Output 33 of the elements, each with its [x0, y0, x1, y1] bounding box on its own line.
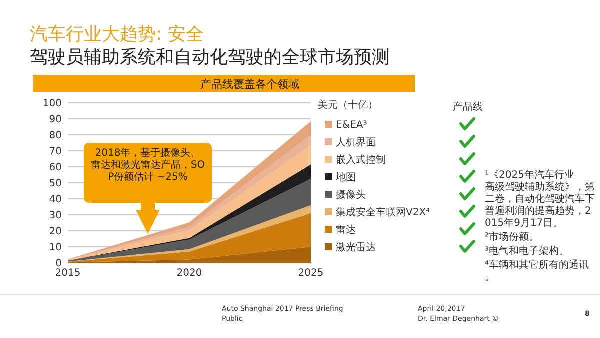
- y-tick-label: 10: [49, 242, 62, 254]
- text: ¹《2025年汽车行业高级驾驶辅助系统》，第二卷，自动化驾驶汽车下普遍利润的提高趋势，2015年9月17日。: [485, 169, 595, 229]
- legend-label: E&EA³: [336, 120, 368, 131]
- text: ³电气和电子架构。: [485, 245, 570, 257]
- y-axis-title: 美元（十亿）: [318, 99, 378, 111]
- y-tick-label: 90: [49, 114, 62, 126]
- annotation: 2018年，基于摄像头、雷达和激光雷达产品，SOP份额估计 ~25%: [90, 147, 206, 183]
- y-tick-label: 60: [49, 162, 62, 174]
- legend-title: 产品线: [453, 101, 483, 113]
- x-tick-label: 2015: [55, 268, 81, 279]
- y-tick-label: 70: [49, 146, 62, 158]
- y-tick-label: 40: [49, 194, 62, 206]
- x-tick-label: 2025: [298, 268, 324, 279]
- legend-label: 激光雷达: [336, 242, 376, 254]
- x-tick-label: 2020: [176, 268, 202, 279]
- legend-label: 雷达: [336, 224, 356, 236]
- chart-title: 汽车行业大趋势: 安全: [30, 24, 204, 45]
- legend-label: 摄像头: [336, 189, 366, 201]
- y-tick-label: 30: [49, 210, 62, 222]
- y-tick-label: 100: [42, 98, 62, 110]
- chart-subtitle: 驾驶员辅助系统和自动化驾驶的全球市场预测: [30, 47, 390, 68]
- callout: 2018年，基于摄像头、雷达和激光雷达产品，SOP份额估计 ~25%: [84, 143, 212, 234]
- y-tick-label: 50: [49, 178, 62, 190]
- y-tick-label: 0: [56, 258, 62, 270]
- text: ⁴车辆和其它所有的通讯。: [485, 259, 590, 283]
- legend-label: 地图: [335, 172, 356, 184]
- y-tick-label: 20: [49, 226, 62, 238]
- legend-label: 嵌入式控制: [336, 154, 386, 166]
- y-tick-label: 80: [49, 130, 62, 142]
- legend-label: 人机界面: [336, 136, 376, 148]
- text: ²市场份额。: [485, 231, 540, 243]
- legend-label: 集成安全车联网V2X⁴: [336, 206, 430, 218]
- text: 产品线覆盖各个领域: [200, 78, 300, 91]
